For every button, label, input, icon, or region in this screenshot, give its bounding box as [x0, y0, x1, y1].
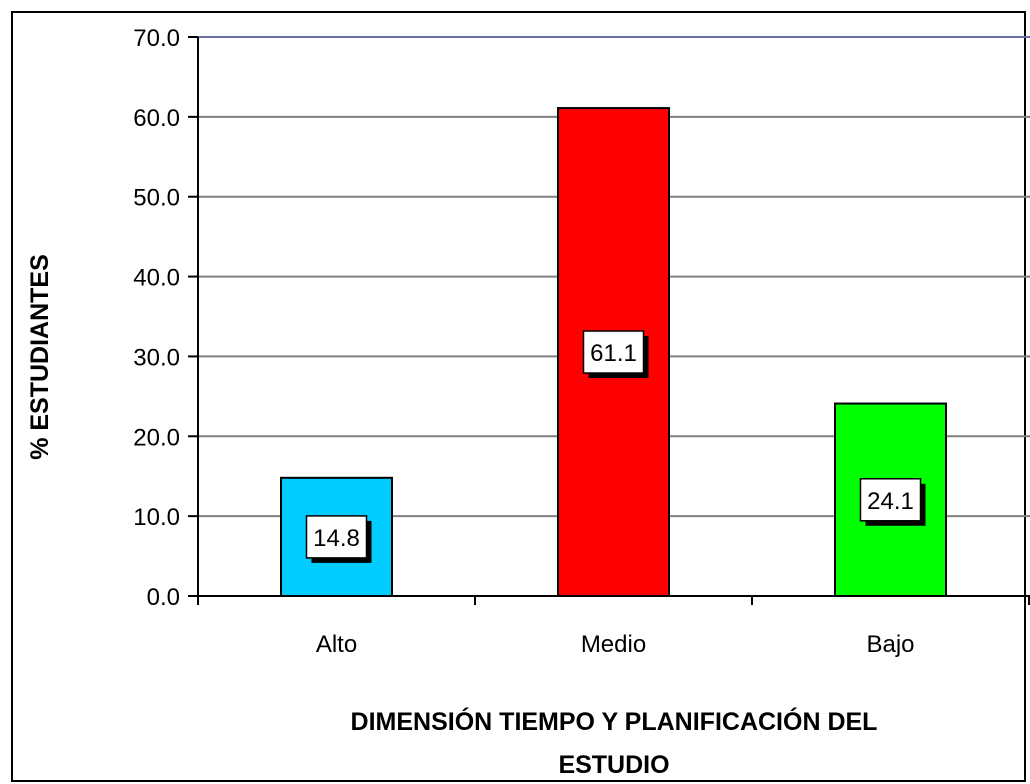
y-tick-label: 70.0 [133, 25, 180, 52]
bars [280, 107, 947, 598]
y-tick-label: 20.0 [133, 424, 180, 451]
x-axis-title-line: DIMENSIÓN TIEMPO Y PLANIFICACIÓN DEL [351, 706, 878, 736]
data-label-medio: 61.1 [590, 340, 637, 367]
y-axis-title: % ESTUDIANTES [26, 254, 54, 460]
data-label-bajo: 24.1 [867, 488, 914, 515]
x-tick-labels: Alto Medio Bajo [316, 631, 915, 658]
x-axis-title: DIMENSIÓN TIEMPO Y PLANIFICACIÓN DEL ESTU… [351, 706, 878, 779]
y-tick-label: 40.0 [133, 265, 180, 292]
y-tick-label: 60.0 [133, 105, 180, 132]
data-label-alto: 14.8 [313, 525, 360, 552]
y-tick-label: 30.0 [133, 344, 180, 371]
x-tick-label-bajo: Bajo [866, 631, 914, 658]
data-label-box-medio [582, 330, 645, 374]
y-tick-label: 50.0 [133, 185, 180, 212]
y-tick-labels: 0.0 10.0 20.0 30.0 40.0 50.0 60.0 70.0 [133, 25, 180, 611]
chart-frame [11, 11, 1026, 782]
y-tick-label: 0.0 [147, 584, 180, 611]
x-tick-label-medio: Medio [581, 631, 646, 658]
data-label-box-alto [305, 515, 368, 559]
y-tick-label: 10.0 [133, 504, 180, 531]
x-tick-label-alto: Alto [316, 631, 357, 658]
axes [188, 36, 1030, 605]
data-label-box-bajo [859, 478, 922, 522]
data-labels: 14.8 61.1 24.1 [305, 330, 926, 563]
x-axis-title-line: ESTUDIO [558, 751, 669, 779]
